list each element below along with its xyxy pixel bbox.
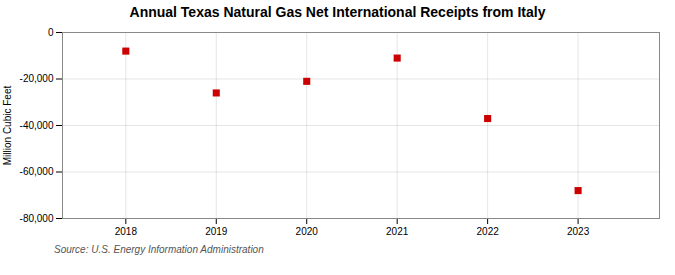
svg-text:2018: 2018 bbox=[115, 226, 138, 237]
svg-text:2019: 2019 bbox=[205, 226, 228, 237]
svg-text:-20,000: -20,000 bbox=[20, 73, 54, 84]
svg-text:2023: 2023 bbox=[567, 226, 590, 237]
svg-text:-40,000: -40,000 bbox=[20, 120, 54, 131]
svg-text:2020: 2020 bbox=[296, 226, 319, 237]
html-text:Annual Texas Natural Gas Net I: Annual Texas Natural Gas Net Internation… bbox=[129, 4, 546, 20]
svg-text:2021: 2021 bbox=[386, 226, 409, 237]
svg-text:-80,000: -80,000 bbox=[20, 213, 54, 224]
svg-text:-60,000: -60,000 bbox=[20, 166, 54, 177]
svg-text:0: 0 bbox=[48, 27, 54, 38]
html-text:Source: U.S. Energy Informatio: Source: U.S. Energy Information Administ… bbox=[54, 244, 264, 255]
svg-text:Million Cubic Feet: Million Cubic Feet bbox=[2, 86, 13, 166]
svg-text:2022: 2022 bbox=[477, 226, 500, 237]
